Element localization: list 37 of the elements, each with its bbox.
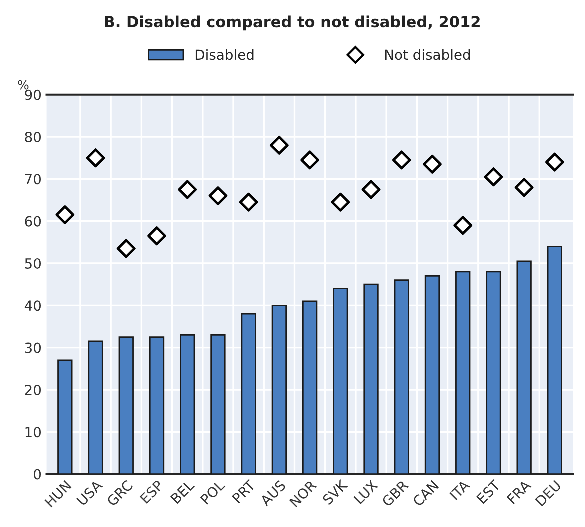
point [148,226,166,246]
x-tick-label: ITA [450,480,470,501]
x-tick-label: FRA [506,480,532,504]
x-tick-label: BEL [170,480,196,504]
y-axis-title: % [18,80,29,90]
point [423,154,442,174]
x-tick-label: POL [200,479,226,505]
point [208,186,228,206]
y-tick-label: 0 [34,469,42,480]
y-tick-label: 20 [25,384,42,396]
chart-title: B. Disabled compared to not disabled, 2012 [105,16,480,31]
point [116,239,136,258]
point [545,152,564,172]
y-tick-label: 50 [25,258,42,269]
y-tick-label: 70 [25,174,42,185]
point [270,136,289,155]
point [300,150,320,170]
y-tick-label: 60 [25,216,42,227]
x-tick-label: ESP [140,480,164,504]
y-tick-label: 30 [25,342,42,354]
point [514,178,534,198]
y-tick-label: 90 [25,90,42,100]
point [331,192,350,212]
y-tick-label: 80 [25,132,42,142]
point [86,148,106,168]
x-tick-label: USA [76,479,104,506]
point [362,180,381,200]
legend-label: Disabled [196,49,254,60]
point [484,168,504,187]
point [392,150,412,170]
point [239,192,258,212]
legend-label: Not disabled [385,49,470,60]
point [454,216,473,236]
point [56,206,75,224]
point [178,180,198,200]
y-tick-label: 40 [24,300,42,312]
y-tick-label: 10 [26,427,42,438]
